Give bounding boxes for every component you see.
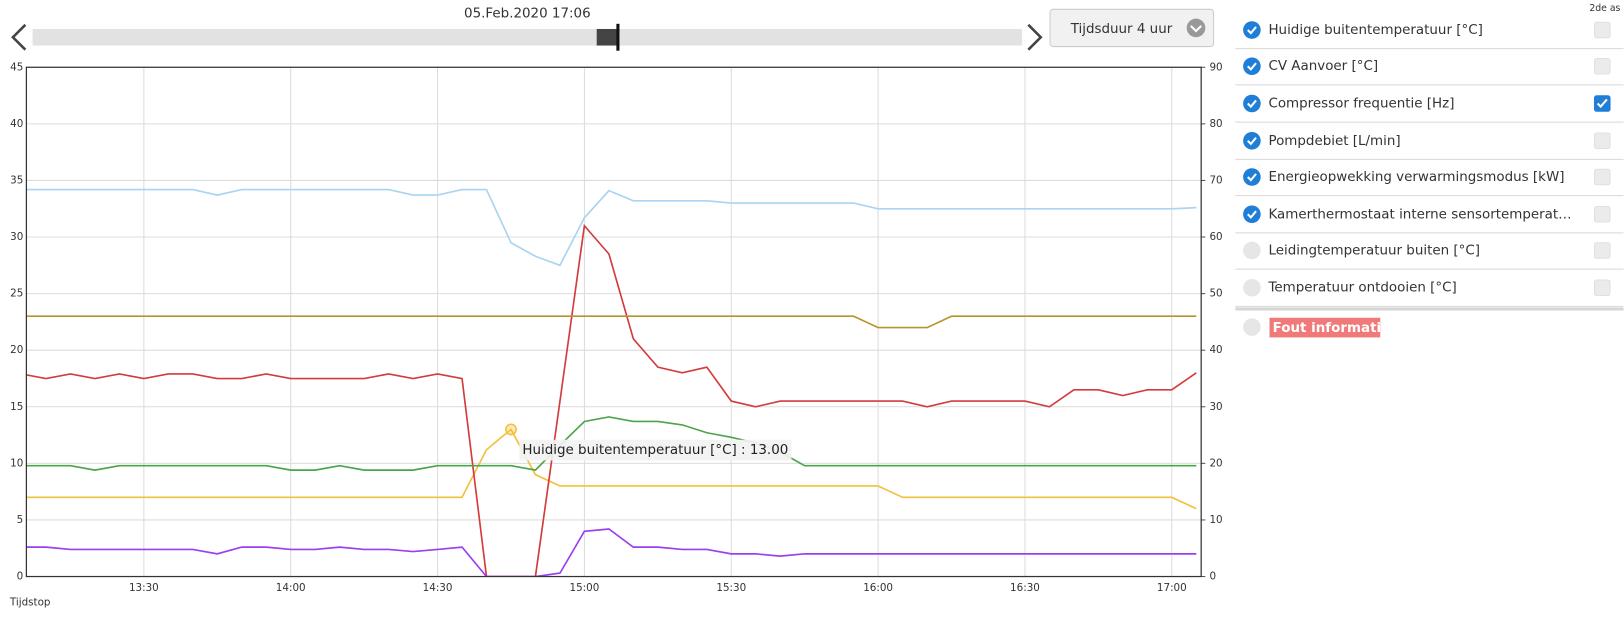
next-arrow[interactable] (1027, 23, 1043, 51)
time-slider[interactable] (32, 28, 1023, 46)
x-tick-label: 14:00 (276, 582, 306, 594)
second-axis-checkbox[interactable] (1593, 132, 1611, 150)
second-axis-checkbox[interactable] (1593, 21, 1611, 39)
visibility-toggle[interactable] (1243, 278, 1261, 297)
y2-tick-label: 0 (1209, 571, 1216, 583)
visibility-toggle[interactable] (1243, 21, 1261, 39)
y2-tick-label: 80 (1209, 118, 1222, 130)
series-line (26, 223, 1197, 577)
x-caption: Tijdstop (9, 596, 51, 608)
y2-tick-label: 10 (1209, 514, 1222, 526)
plot-lines (26, 188, 1197, 577)
y2-tick-label: 60 (1209, 231, 1222, 243)
check-mark (1596, 98, 1608, 109)
visibility-toggle[interactable] (1243, 94, 1261, 113)
y-tick-label: 15 (10, 401, 23, 413)
legend-label: Energieopwekking verwarmingsmodus [kW] (1268, 170, 1564, 185)
series-line (26, 416, 1197, 472)
series-line (26, 428, 1197, 510)
visibility-toggle[interactable] (1243, 205, 1261, 224)
dropdown-icon (1186, 18, 1206, 38)
thick-separator (1235, 307, 1624, 311)
second-axis-checkbox[interactable] (1593, 279, 1611, 297)
tooltip-text: Huidige buitentemperatuur [°C] : 13.00 (522, 443, 788, 458)
y2-tick-label: 70 (1209, 174, 1222, 186)
plot-frame (25, 66, 1202, 578)
legend-label: Leidingtemperatuur buiten [°C] (1268, 243, 1480, 258)
second-axis-checkbox[interactable] (1593, 242, 1611, 259)
visibility-toggle[interactable] (1243, 168, 1261, 186)
x-tick-label: 15:00 (570, 582, 600, 594)
dropdown-chevron (1190, 25, 1202, 33)
tooltip: Huidige buitentemperatuur [°C] : 13.00 (505, 423, 792, 461)
date-label: 05.Feb.2020 17:06 (464, 6, 591, 21)
tooltip-box (519, 439, 792, 461)
legend-label: Kamerthermostaat interne sensortemperat… (1268, 207, 1571, 222)
second-axis-header: 2de as (1589, 3, 1620, 14)
series-line (26, 315, 1197, 329)
legend-label: Compressor frequentie [Hz] (1268, 97, 1454, 112)
legend-label: Temperatuur ontdooien [°C] (1267, 281, 1456, 296)
x-tick-label: 16:00 (863, 582, 893, 594)
y2-tick-label: 40 (1209, 344, 1222, 356)
series-line (26, 528, 1197, 577)
y-tick-label: 5 (17, 514, 24, 526)
error-label: Fout informatie (1273, 321, 1391, 336)
visibility-toggle[interactable] (1243, 57, 1261, 76)
legend-label: Pompdebiet [L/min] (1268, 134, 1400, 149)
check-mark (1247, 137, 1257, 146)
check-mark (1247, 62, 1257, 71)
y2-tick-label: 90 (1209, 61, 1222, 73)
grid: 0 5 10 15 20 25 30 35 40 45 0 10 20 30 40 50 60 70 80 90 13:… (10, 61, 1223, 594)
slider-handle[interactable] (596, 28, 618, 46)
check-mark (1247, 99, 1257, 109)
x-tick-label: 16:30 (1010, 582, 1040, 594)
x-tick-label: 13:30 (129, 582, 159, 594)
check-mark (1247, 210, 1257, 219)
y2-tick-label: 20 (1209, 457, 1222, 469)
y2-tick-label: 50 (1209, 288, 1222, 300)
x-tick-label: 15:30 (716, 582, 746, 594)
slider-cursor (616, 23, 620, 51)
y-tick-label: 40 (10, 118, 23, 130)
duration-dropdown[interactable] (1049, 8, 1215, 48)
y2-tick-label: 30 (1209, 401, 1222, 413)
legend-label: CV Aanvoer [°C] (1268, 59, 1378, 74)
x-tick-label: 14:30 (423, 582, 453, 594)
y-tick-label: 30 (10, 231, 23, 243)
hover-point (505, 423, 517, 436)
check-mark (1247, 26, 1257, 35)
x-tick-label: 17:00 (1157, 582, 1187, 594)
visibility-toggle[interactable] (1243, 131, 1261, 150)
y-tick-label: 20 (10, 344, 23, 356)
y-tick-label: 10 (10, 457, 23, 469)
second-axis-checkbox[interactable] (1593, 57, 1611, 75)
second-axis-checkbox[interactable] (1593, 205, 1611, 223)
visibility-toggle[interactable] (1243, 318, 1261, 336)
y-tick-label: 35 (10, 174, 23, 186)
y-tick-label: 45 (10, 61, 23, 73)
second-axis-checkbox[interactable] (1593, 168, 1611, 186)
legend: Huidige buitentemperatuur [°C] CV Aanvoer… (1235, 21, 1624, 338)
y-tick-label: 0 (17, 571, 24, 583)
duration-label: Tijdsduur 4 uur (1070, 22, 1173, 37)
check-mark (1247, 173, 1257, 182)
series-line (26, 188, 1197, 267)
prev-arrow[interactable] (11, 23, 27, 51)
legend-label: Huidige buitentemperatuur [°C] (1268, 23, 1482, 38)
error-badge (1269, 317, 1381, 338)
visibility-toggle[interactable] (1243, 241, 1261, 260)
y-tick-label: 25 (10, 288, 23, 300)
